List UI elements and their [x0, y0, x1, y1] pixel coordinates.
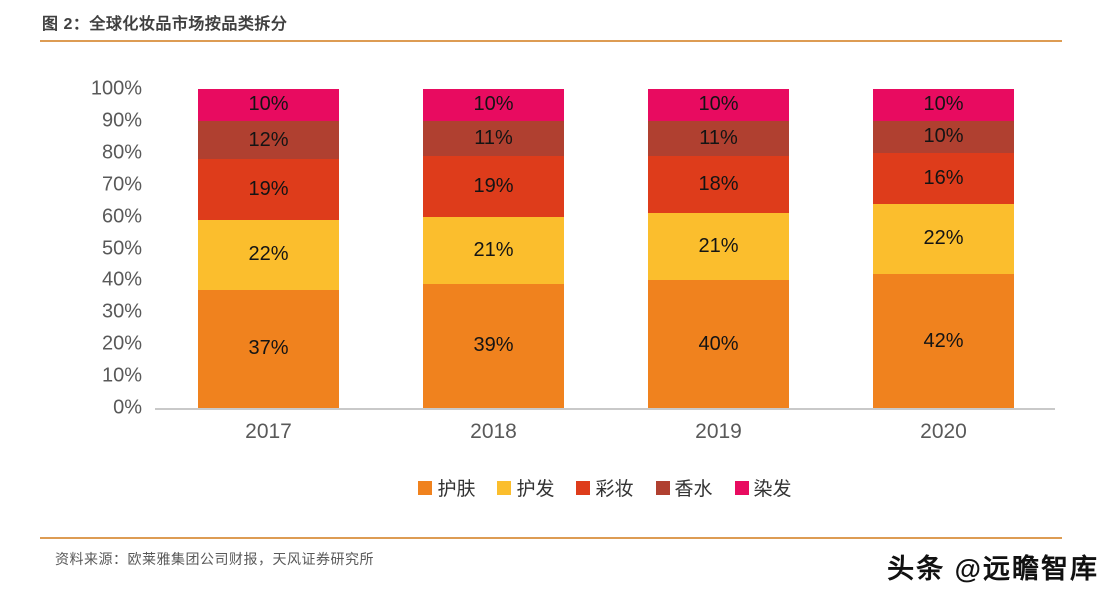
bar-segment-彩妆: 19% [423, 156, 564, 217]
y-axis-tick-label: 90% [101, 109, 142, 132]
bar-segment-label: 10% [248, 93, 289, 116]
source-note: 资料来源：欧莱雅集团公司财报，天风证券研究所 [55, 551, 374, 567]
legend-swatch-icon [497, 480, 512, 495]
bar-stack-2019: 40% 21% 18% 11% 10% [648, 89, 789, 408]
bar-segment-label: 11% [699, 126, 738, 149]
bar-segment-护发: 21% [648, 213, 789, 281]
legend-swatch-icon [576, 480, 591, 495]
bar-segment-染发: 10% [873, 89, 1014, 121]
bar-segment-label: 18% [698, 173, 739, 196]
legend-item-护肤: 护肤 [418, 474, 475, 501]
bar-segment-香水: 10% [873, 120, 1014, 153]
y-axis-tick-label: 80% [101, 141, 142, 164]
bar-segment-label: 39% [473, 334, 514, 357]
bar-segment-护肤: 40% [648, 280, 789, 408]
legend-swatch-icon [655, 480, 670, 495]
bar-segment-label: 16% [923, 166, 964, 189]
y-axis-tick-label: 50% [101, 237, 142, 259]
bar-group-2020: 42% 22% 16% 10% 10% 2020 [873, 89, 1014, 443]
y-axis-tick-label: 20% [101, 332, 142, 355]
bar-segment-label: 42% [923, 329, 964, 352]
y-axis-tick-label: 70% [101, 173, 142, 196]
legend-label: 护发 [516, 479, 555, 500]
x-axis-label: 2017 [245, 420, 292, 443]
x-axis-label: 2019 [695, 420, 742, 443]
legend-swatch-icon [418, 480, 433, 495]
y-axis-tick-label: 0% [113, 396, 142, 419]
bar-segment-label: 11% [474, 126, 513, 149]
y-axis: 100% 90% 80% 70% 60% 50% 40% 30% 20% 10% 0% [50, 78, 142, 419]
bar-segment-label: 19% [248, 178, 289, 200]
y-axis-tick-label: 40% [101, 268, 142, 291]
x-axis-label: 2018 [470, 420, 517, 443]
bar-segment-彩妆: 19% [198, 159, 339, 220]
bar-segment-label: 10% [923, 125, 964, 148]
chart-legend: 护肤 护发 彩妆 香水 染发 [155, 474, 1055, 501]
x-axis-label: 2020 [920, 420, 967, 443]
y-axis-tick-label: 10% [101, 364, 142, 387]
bar-segment-染发: 10% [648, 89, 789, 121]
bar-stack-2020: 42% 22% 16% 10% 10% [873, 89, 1014, 408]
bar-segment-label: 21% [698, 235, 739, 258]
bottom-divider [40, 537, 1062, 539]
bar-segment-护肤: 37% [198, 289, 339, 408]
legend-item-染发: 染发 [734, 474, 792, 501]
plot-area: 37% 22% 19% 12% 10% 2017 39% 21% 19% 11% 10% 2018 40… [155, 89, 1055, 443]
bar-segment-label: 40% [698, 332, 739, 355]
bar-segment-香水: 11% [423, 120, 564, 156]
bar-segment-染发: 10% [198, 89, 339, 121]
legend-item-彩妆: 彩妆 [576, 474, 634, 501]
bar-group-2018: 39% 21% 19% 11% 10% 2018 [423, 89, 564, 443]
legend-label: 彩妆 [595, 479, 634, 500]
bar-segment-label: 12% [248, 128, 289, 151]
bar-segment-label: 21% [473, 238, 514, 261]
bar-segment-护肤: 39% [423, 283, 564, 408]
legend-label: 染发 [753, 479, 792, 500]
bar-segment-label: 10% [923, 93, 964, 116]
bar-stack-2018: 39% 21% 19% 11% 10% [423, 89, 564, 408]
bar-segment-彩妆: 18% [648, 156, 789, 214]
bar-segment-label: 22% [923, 227, 964, 250]
bar-segment-护发: 22% [873, 203, 1014, 275]
watermark: 头条 @远瞻智库 [887, 554, 1099, 584]
bar-segment-label: 10% [473, 93, 514, 116]
bar-segment-label: 37% [248, 337, 289, 360]
legend-item-香水: 香水 [655, 474, 713, 501]
legend-label: 护肤 [437, 479, 476, 500]
bar-segment-label: 19% [473, 174, 514, 197]
bar-segment-护肤: 42% [873, 274, 1014, 408]
bar-segment-染发: 10% [423, 89, 564, 121]
bar-segment-彩妆: 16% [873, 152, 1014, 204]
y-axis-tick-label: 60% [101, 205, 142, 228]
bar-segment-香水: 12% [198, 120, 339, 160]
bar-segment-香水: 11% [648, 120, 789, 157]
top-divider [40, 40, 1062, 42]
bar-group-2019: 40% 21% 18% 11% 10% 2019 [648, 89, 789, 443]
bar-group-2017: 37% 22% 19% 12% 10% 2017 [198, 89, 339, 443]
figure-title: 图 2：全球化妆品市场按品类拆分 [42, 16, 288, 33]
bar-segment-label: 10% [698, 93, 739, 116]
bar-segment-护发: 22% [198, 219, 339, 290]
bar-stack-2017: 37% 22% 19% 12% 10% [198, 89, 339, 408]
legend-swatch-icon [734, 480, 749, 495]
bar-segment-护发: 21% [423, 216, 564, 284]
legend-label: 香水 [674, 479, 713, 500]
bar-segment-label: 22% [248, 243, 289, 266]
y-axis-tick-label: 30% [101, 300, 142, 323]
legend-item-护发: 护发 [497, 474, 554, 501]
y-axis-tick-label: 100% [90, 77, 142, 100]
